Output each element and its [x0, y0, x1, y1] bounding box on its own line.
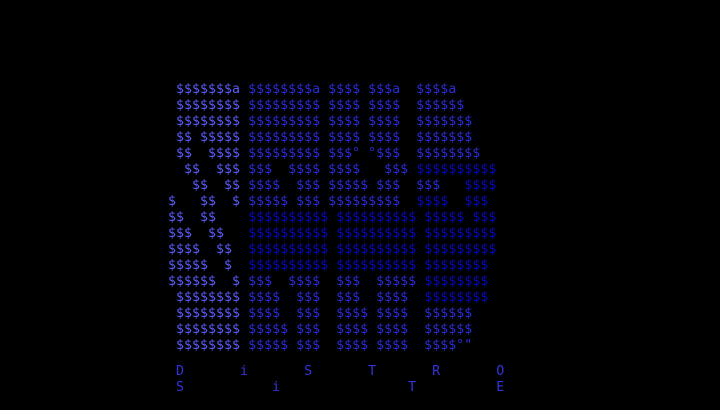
- art-segment: $$$$$$$$$$ $$$$$$$$$$ $$$$$ $$$: [248, 210, 497, 225]
- art-segment: $$ $$: [168, 210, 249, 225]
- art-segment: $$$$$$$$: [168, 306, 241, 321]
- art-segment: $ $$ $: [168, 194, 241, 209]
- art-segment: $$$$$$$$$$ $$$$$$$$$$ $$$$$$$$$: [248, 226, 497, 241]
- art-segment: $$$$ $$$ $$$$$ $$$ $$$: [240, 178, 465, 193]
- art-segment: $$$$$$$$: [168, 322, 241, 337]
- art-segment: $$$$$$ $: [168, 274, 249, 289]
- art-segment: $$$$$$$$: [168, 98, 241, 113]
- art-segment: $$$$ $$: [168, 242, 249, 257]
- art-segment: $$$$$$$$$$: [416, 162, 497, 177]
- art-segment: $$$$$$$$$$ $$$$$$$$$$ $$$$$$$$$: [248, 242, 497, 257]
- art-segment: $$$$$ $$$ $$$$ $$$$ $$$$$$: [240, 322, 473, 337]
- art-segment: $$$$ $$$ $$$$ $$$$ $$$$$$: [240, 306, 473, 321]
- art-segment: $$$$$$$$a $$$$ $$$a $$$$a: [240, 82, 457, 97]
- art-segment: $$$$$$$$$ $$$$ $$$$ $$$$$$$: [240, 114, 473, 129]
- art-segment: $$$$$$$$: [424, 290, 489, 305]
- art-segment: $$$$$$$a: [168, 82, 241, 97]
- art-segment: $$$$: [464, 178, 497, 193]
- art-segment: $$$ $$: [168, 226, 249, 241]
- art-segment: $$$$$ $$$ $$$$$$$$$: [240, 194, 417, 209]
- art-segment: $$$$$$$$$ $$$° °$$$ $$$$$$$$: [240, 146, 481, 161]
- art-segment: $$$ $$$$ $$$$ $$$: [240, 162, 417, 177]
- art-segment: $$ $$$$$: [168, 130, 241, 145]
- art-segment: $$$$ $$$: [416, 194, 489, 209]
- site-line: S i T E: [168, 380, 505, 395]
- art-segment: $$ $$$: [168, 162, 241, 177]
- art-segment: $$$$$ $$$ $$$$ $$$$ $$$$°": [240, 338, 473, 353]
- art-segment: $$$$$$$$$$ $$$$$$$$$$ $$$$$$$$: [248, 258, 489, 273]
- art-segment: $$$$$$$$$ $$$$ $$$$ $$$$$$: [240, 98, 465, 113]
- distro-site-label: D i S T R O S i T E: [168, 364, 504, 396]
- art-segment: $$ $$$$: [168, 146, 241, 161]
- art-segment: $$$$$ $: [168, 258, 249, 273]
- art-segment: $$$$$$$$: [424, 274, 489, 289]
- art-segment: $$$ $$$$ $$$ $$$$$: [248, 274, 425, 289]
- distro-line: D i S T R O: [168, 364, 505, 379]
- dollar-ascii-logo: $$$$$$$a $$$$$$$$a $$$$ $$$a $$$$a $$$$$…: [168, 82, 496, 354]
- art-segment: $$$$$$$$: [168, 290, 241, 305]
- art-segment: $$$$$$$$: [168, 338, 241, 353]
- art-segment: $$$$$$$$: [168, 114, 241, 129]
- art-segment: $$ $$: [168, 178, 241, 193]
- art-segment: $$$$$$$$$ $$$$ $$$$ $$$$$$$: [240, 130, 473, 145]
- art-segment: $$$$ $$$ $$$ $$$$: [240, 290, 425, 305]
